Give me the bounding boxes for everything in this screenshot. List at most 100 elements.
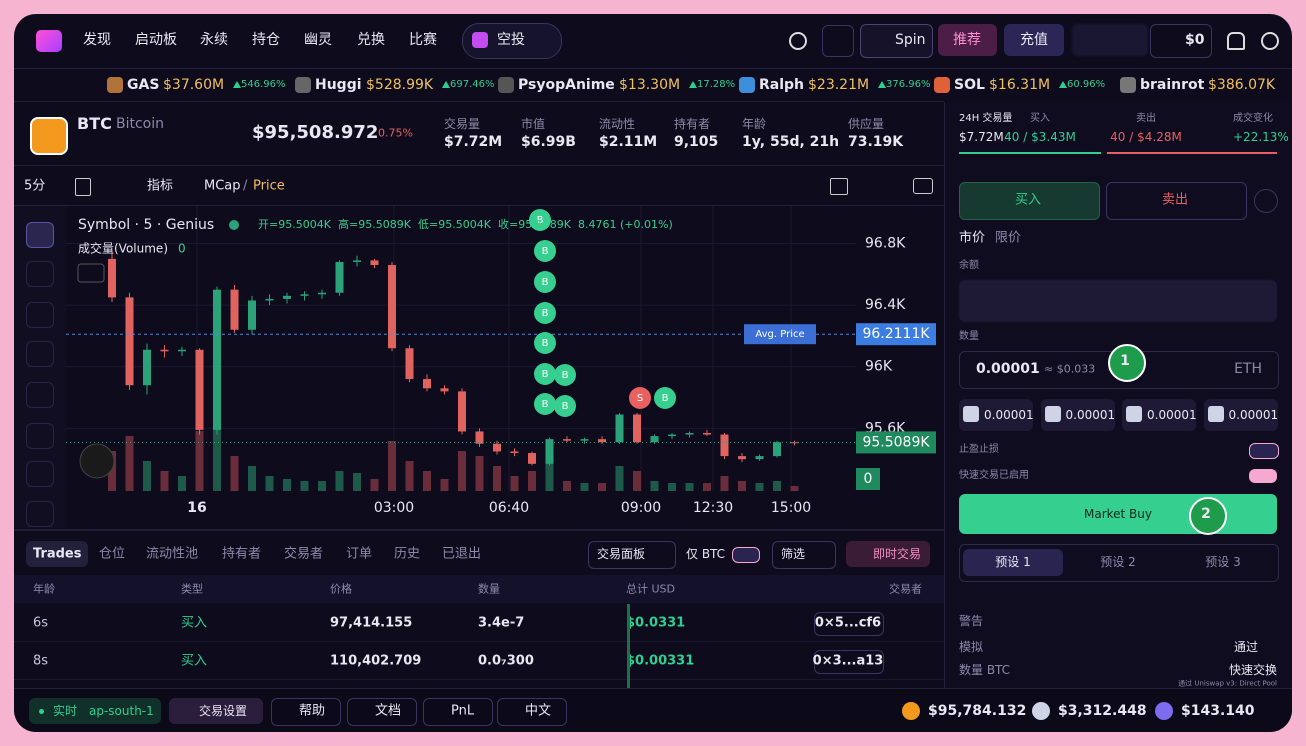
ticker-name[interactable]: Ralph bbox=[759, 77, 805, 93]
collapse-btn bbox=[77, 263, 105, 283]
drawing-tool[interactable] bbox=[26, 302, 54, 328]
ticker-name[interactable]: PsyopAnime bbox=[518, 77, 615, 93]
drawing-tool[interactable] bbox=[26, 461, 54, 487]
ticker-name[interactable]: Huggi bbox=[315, 77, 362, 93]
mcap-toggle[interactable]: MCap bbox=[204, 178, 241, 194]
drawing-tool[interactable] bbox=[26, 341, 54, 367]
trader[interactable]: 0×3...a13 bbox=[812, 653, 884, 669]
recommend-btn[interactable] bbox=[938, 24, 997, 56]
preset-amount-label[interactable]: 0.00001 bbox=[1147, 408, 1197, 422]
trade-tab[interactable]: 交易者 bbox=[284, 546, 324, 562]
trade-tab[interactable]: 订单 bbox=[346, 546, 373, 562]
camera-icon[interactable] bbox=[913, 178, 933, 194]
balance-label[interactable]: $0 bbox=[1185, 32, 1205, 48]
trade-marker bbox=[534, 302, 556, 324]
ticker-value: $13.30M bbox=[619, 77, 681, 93]
preset-tab[interactable]: 预设 2 bbox=[1100, 555, 1136, 569]
footer-btn[interactable] bbox=[497, 698, 567, 726]
trade-tab[interactable]: 持有者 bbox=[222, 546, 262, 562]
preset-amount-label[interactable]: 0.00001 bbox=[1228, 408, 1279, 422]
recommend-label[interactable]: 推荐 bbox=[953, 32, 981, 48]
settings-chip[interactable] bbox=[169, 698, 263, 724]
trader[interactable]: 0×5...cf6 bbox=[814, 615, 882, 631]
clipboard-btn[interactable] bbox=[822, 25, 854, 57]
preset-amount-label[interactable]: 0.00001 bbox=[984, 408, 1034, 422]
market-buy-label[interactable]: Market Buy bbox=[1083, 507, 1153, 521]
settings-label[interactable]: 交易设置 bbox=[199, 704, 248, 718]
nav-item[interactable]: 比赛 bbox=[409, 32, 437, 48]
buy-tab[interactable] bbox=[959, 182, 1100, 220]
preset-tab[interactable]: 预设 3 bbox=[1205, 555, 1241, 569]
token-price: $95,508.972 bbox=[252, 122, 379, 143]
deposit-label[interactable]: 充值 bbox=[1020, 32, 1048, 48]
bell-icon[interactable] bbox=[1227, 32, 1245, 50]
spin-btn[interactable] bbox=[860, 24, 933, 58]
stat-label: 流动性 bbox=[599, 117, 636, 131]
preset-tab[interactable]: 预设 1 bbox=[995, 555, 1031, 569]
nav-item[interactable]: 持仓 bbox=[252, 32, 280, 48]
wallet-btn[interactable] bbox=[1072, 24, 1148, 56]
interval[interactable]: 5分 bbox=[24, 178, 46, 194]
indicators-btn[interactable]: 指标 bbox=[147, 178, 174, 194]
sell-tab[interactable] bbox=[1106, 182, 1247, 220]
footer-btn-label[interactable]: 中文 bbox=[525, 703, 552, 719]
panel-btn[interactable] bbox=[588, 541, 676, 569]
trader-chip[interactable] bbox=[814, 612, 884, 636]
expand-btn[interactable] bbox=[1254, 189, 1278, 213]
footer-btn-label[interactable]: 帮助 bbox=[299, 703, 326, 719]
sell-tab-label[interactable]: 卖出 bbox=[1161, 192, 1189, 208]
coin-icon bbox=[1155, 702, 1173, 720]
balance-btn[interactable] bbox=[1150, 24, 1212, 58]
price-toggle[interactable]: Price bbox=[253, 178, 285, 194]
trade-tab[interactable]: 已退出 bbox=[442, 546, 482, 562]
drawing-tool[interactable] bbox=[26, 261, 54, 287]
ticker-name[interactable]: SOL bbox=[954, 77, 985, 93]
footer-btn[interactable] bbox=[423, 698, 493, 726]
limit-tab[interactable]: 限价 bbox=[995, 230, 1022, 246]
spin-label[interactable]: Spin bbox=[895, 32, 926, 48]
nav-item[interactable]: 发现 bbox=[83, 32, 111, 48]
tp-sl-toggle[interactable] bbox=[1249, 443, 1279, 459]
only-toggle[interactable] bbox=[732, 547, 760, 563]
trader-chip[interactable] bbox=[814, 650, 884, 674]
trade-tab[interactable]: 流动性池 bbox=[146, 546, 199, 562]
preset-tab-active[interactable] bbox=[963, 549, 1063, 576]
drawing-tool[interactable] bbox=[26, 382, 54, 408]
nav-item[interactable]: 兑换 bbox=[357, 32, 385, 48]
nav-item[interactable]: 永续 bbox=[200, 32, 228, 48]
balance-select[interactable] bbox=[959, 280, 1277, 322]
drawing-tool[interactable] bbox=[26, 501, 54, 527]
instant-btn[interactable] bbox=[846, 541, 930, 567]
panel-btn-label[interactable]: 交易面板 bbox=[597, 547, 646, 561]
search-icon[interactable] bbox=[789, 32, 807, 50]
quick-trade-toggle[interactable] bbox=[1249, 469, 1277, 483]
cell: 110,402.709 bbox=[330, 653, 422, 669]
trade-tab[interactable]: 仓位 bbox=[99, 546, 126, 562]
filter-label[interactable]: 筛选 bbox=[781, 547, 806, 561]
candle-icon[interactable] bbox=[75, 178, 91, 196]
drawing-tool[interactable] bbox=[26, 423, 54, 449]
tab-active[interactable] bbox=[26, 541, 88, 567]
nav-item[interactable]: 幽灵 bbox=[304, 32, 332, 48]
user-icon[interactable] bbox=[1261, 32, 1279, 50]
trade-tab[interactable]: 历史 bbox=[394, 546, 421, 562]
footer-btn-label[interactable]: PnL bbox=[451, 703, 475, 719]
buy-tab-label[interactable]: 买入 bbox=[1014, 192, 1042, 208]
market-tab[interactable]: 市价 bbox=[959, 230, 986, 246]
drawing-tool[interactable] bbox=[26, 222, 54, 248]
nav-item[interactable]: 启动板 bbox=[135, 32, 177, 48]
footer-btn[interactable] bbox=[347, 698, 417, 726]
ticker-name[interactable]: brainrot bbox=[1140, 77, 1205, 93]
trade-tab[interactable]: Trades bbox=[33, 546, 82, 562]
footer-btn[interactable] bbox=[271, 698, 341, 726]
deposit-btn[interactable] bbox=[1004, 24, 1064, 56]
filter-btn[interactable] bbox=[772, 541, 836, 569]
volume-bar bbox=[248, 466, 256, 491]
preset-amount-label[interactable]: 0.00001 bbox=[1065, 408, 1116, 422]
volume-bar bbox=[318, 481, 326, 491]
live-chip[interactable] bbox=[29, 698, 161, 724]
ticker-name[interactable]: GAS bbox=[127, 77, 160, 93]
layout-icon[interactable] bbox=[830, 178, 848, 195]
footer-btn-label[interactable]: 文档 bbox=[375, 703, 402, 719]
instant-label[interactable]: 即时交易 bbox=[873, 547, 922, 561]
